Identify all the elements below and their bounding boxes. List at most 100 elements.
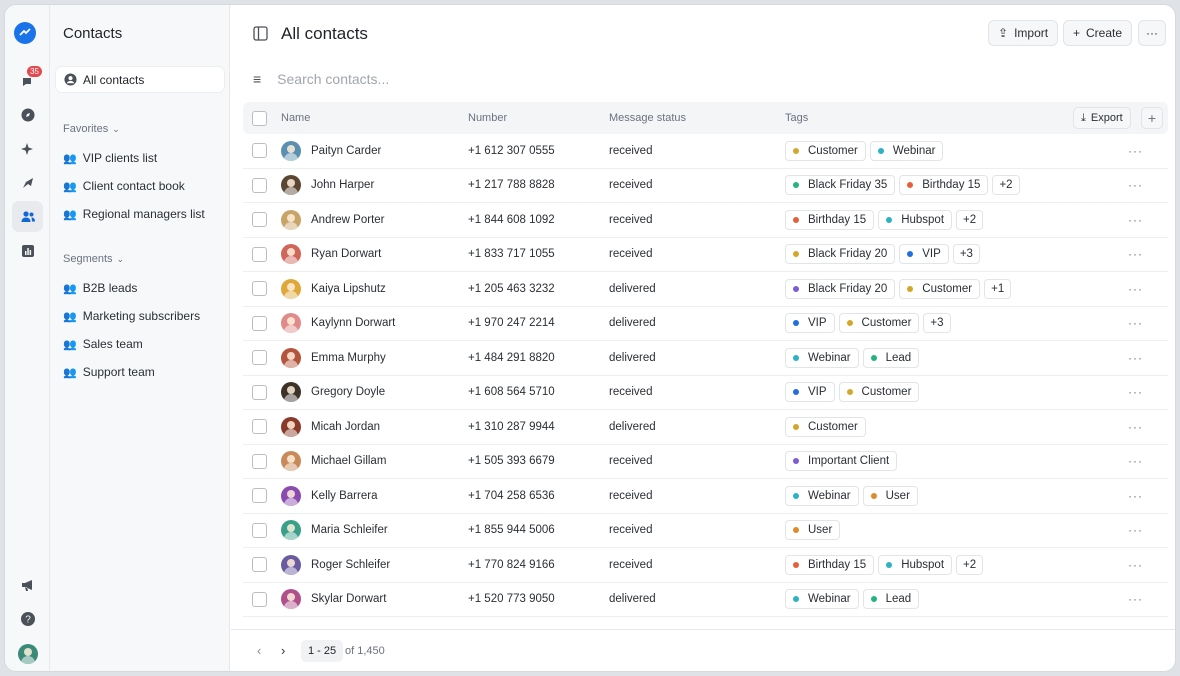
contact-name-cell[interactable]: Andrew Porter — [281, 209, 385, 230]
create-button[interactable]: + Create — [1063, 20, 1133, 46]
sidebar-item-marketing-subscribers[interactable]: 👥 Marketing subscribers — [63, 309, 200, 323]
row-checkbox[interactable] — [252, 557, 267, 573]
row-checkbox[interactable] — [252, 488, 267, 504]
table-row[interactable]: Gregory Doyle +1 608 564 5710 received VIP C… — [243, 376, 1168, 410]
tag-chip[interactable]: User — [785, 520, 841, 541]
row-actions-icon[interactable]: ··· — [1128, 247, 1143, 262]
analytics-icon[interactable] — [12, 235, 43, 266]
column-status[interactable]: Message status — [609, 112, 687, 124]
contact-name-cell[interactable]: Kaiya Lipshutz — [281, 278, 386, 299]
tag-chip[interactable]: VIP — [785, 382, 835, 403]
more-tags-chip[interactable]: +1 — [984, 278, 1012, 299]
table-row[interactable]: Micah Jordan +1 310 287 9944 delivered Cust… — [243, 410, 1168, 445]
sidebar-item-client-book[interactable]: 👥 Client contact book — [63, 179, 185, 193]
sidebar-item-all-contacts[interactable]: All contacts — [56, 67, 224, 92]
tag-chip[interactable]: Webinar — [785, 589, 859, 610]
table-row[interactable]: Kaiya Lipshutz +1 205 463 3232 delivered Bl… — [243, 272, 1168, 307]
contact-name-cell[interactable]: Gregory Doyle — [281, 382, 385, 403]
row-checkbox[interactable] — [252, 453, 267, 469]
favorites-section-toggle[interactable]: Favorites ⌄ — [63, 123, 120, 135]
contact-name-cell[interactable]: Michael Gillam — [281, 451, 386, 472]
contact-name-cell[interactable]: John Harper — [281, 175, 374, 196]
more-tags-chip[interactable]: +3 — [952, 244, 980, 265]
tag-chip[interactable]: Birthday 15 — [785, 554, 875, 575]
more-tags-chip[interactable]: +2 — [956, 209, 984, 230]
contact-name-cell[interactable]: Skylar Dorwart — [281, 589, 386, 610]
tag-chip[interactable]: Hubspot — [878, 209, 953, 230]
row-checkbox[interactable] — [252, 212, 267, 228]
contact-name-cell[interactable]: Kaylynn Dorwart — [281, 313, 395, 334]
tag-chip[interactable]: Customer — [785, 416, 866, 437]
table-row[interactable]: Ryan Dorwart +1 833 717 1055 received Black… — [243, 238, 1168, 272]
row-actions-icon[interactable]: ··· — [1128, 592, 1143, 607]
tag-chip[interactable]: VIP — [785, 313, 835, 334]
tag-chip[interactable]: Lead — [862, 347, 920, 368]
contact-name-cell[interactable]: Kelly Barrera — [281, 485, 377, 506]
tag-chip[interactable]: Black Friday 20 — [785, 278, 896, 299]
tag-chip[interactable]: Customer — [899, 278, 981, 299]
contact-name-cell[interactable]: Micah Jordan — [281, 416, 380, 437]
tag-chip[interactable]: Black Friday 20 — [785, 244, 896, 265]
toggle-sidebar-icon[interactable] — [253, 26, 268, 41]
row-checkbox[interactable] — [252, 315, 267, 331]
filter-icon[interactable]: ≡ — [253, 71, 262, 87]
more-options-button[interactable]: ··· — [1138, 20, 1166, 46]
row-actions-icon[interactable]: ··· — [1128, 385, 1143, 400]
import-button[interactable]: ⇪ Import — [988, 20, 1059, 46]
tag-chip[interactable]: Birthday 15 — [899, 175, 989, 196]
select-all-checkbox[interactable] — [252, 110, 267, 126]
export-button[interactable]: ⤓ Export — [1073, 107, 1131, 129]
more-tags-chip[interactable]: +2 — [992, 175, 1020, 196]
table-row[interactable]: Emma Murphy +1 484 291 8820 delivered Webin… — [243, 341, 1168, 376]
row-checkbox[interactable] — [252, 522, 267, 538]
sidebar-item-vip-clients[interactable]: 👥 VIP clients list — [63, 151, 157, 165]
contact-name-cell[interactable]: Paityn Carder — [281, 140, 381, 161]
app-logo-icon[interactable] — [14, 22, 36, 44]
row-actions-icon[interactable]: ··· — [1128, 557, 1143, 572]
announcement-icon[interactable] — [12, 569, 43, 600]
help-icon[interactable]: ? — [12, 603, 43, 634]
tag-chip[interactable]: Customer — [838, 382, 920, 403]
search-bar[interactable]: ≡ Search contacts... — [253, 71, 389, 87]
row-checkbox[interactable] — [252, 419, 267, 435]
column-name[interactable]: Name — [281, 112, 311, 124]
tag-chip[interactable]: Webinar — [785, 347, 859, 368]
column-tags[interactable]: Tags — [785, 112, 809, 124]
row-actions-icon[interactable]: ··· — [1128, 316, 1143, 331]
prev-page-icon[interactable]: ‹ — [257, 643, 262, 658]
tag-chip[interactable]: Hubspot — [878, 554, 953, 575]
table-row[interactable]: Andrew Porter +1 844 608 1092 received Birt… — [243, 203, 1168, 238]
table-row[interactable]: Paityn Carder +1 612 307 0555 received Cust… — [243, 134, 1168, 169]
sidebar-item-support-team[interactable]: 👥 Support team — [63, 365, 155, 379]
tag-chip[interactable]: User — [862, 485, 918, 506]
row-checkbox[interactable] — [252, 246, 267, 262]
more-tags-chip[interactable]: +3 — [923, 313, 951, 334]
tag-chip[interactable]: Webinar — [869, 140, 944, 161]
table-row[interactable]: Kelly Barrera +1 704 258 6536 received Webi… — [243, 479, 1168, 514]
row-actions-icon[interactable]: ··· — [1128, 143, 1143, 158]
tag-chip[interactable]: Customer — [785, 140, 866, 161]
sparkle-icon[interactable] — [12, 133, 43, 164]
row-checkbox[interactable] — [252, 177, 267, 193]
row-actions-icon[interactable]: ··· — [1128, 281, 1143, 296]
row-checkbox[interactable] — [252, 591, 267, 607]
table-row[interactable]: Michael Gillam +1 505 393 6679 received Imp… — [243, 445, 1168, 479]
row-actions-icon[interactable]: ··· — [1128, 350, 1143, 365]
row-actions-icon[interactable]: ··· — [1128, 454, 1143, 469]
inbox-icon[interactable]: 35 — [12, 65, 43, 96]
campaign-rocket-icon[interactable] — [12, 167, 43, 198]
tag-chip[interactable]: Customer — [838, 313, 920, 334]
column-number[interactable]: Number — [468, 112, 508, 124]
row-checkbox[interactable] — [252, 350, 267, 366]
table-row[interactable]: Roger Schleifer +1 770 824 9166 received Bi… — [243, 548, 1168, 583]
tag-chip[interactable]: Black Friday 35 — [785, 175, 896, 196]
sidebar-item-sales-team[interactable]: 👥 Sales team — [63, 337, 143, 351]
row-actions-icon[interactable]: ··· — [1128, 523, 1143, 538]
add-column-button[interactable]: + — [1141, 107, 1163, 129]
page-range[interactable]: 1 - 25 — [301, 639, 344, 662]
tag-chip[interactable]: Lead — [862, 589, 920, 610]
table-row[interactable]: Kaylynn Dorwart +1 970 247 2214 delivered V… — [243, 307, 1168, 341]
sidebar-item-b2b-leads[interactable]: 👥 B2B leads — [63, 281, 137, 295]
contact-name-cell[interactable]: Roger Schleifer — [281, 554, 390, 575]
segments-section-toggle[interactable]: Segments ⌄ — [63, 253, 124, 265]
